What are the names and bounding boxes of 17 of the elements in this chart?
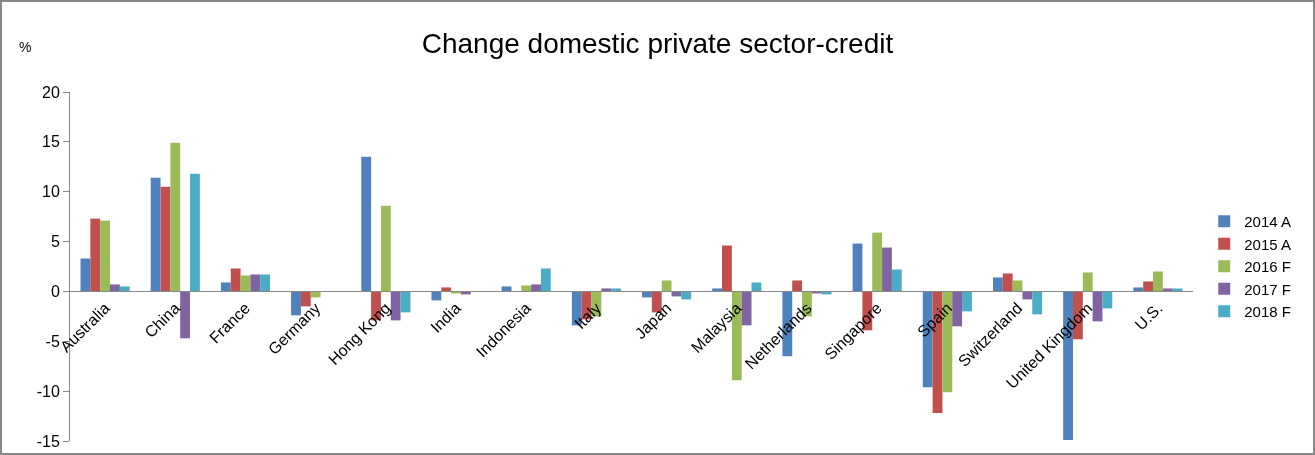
y-axis-title: %: [19, 39, 32, 55]
legend-label: 2018 F: [1244, 303, 1291, 321]
y-tick-label: -5: [45, 332, 60, 350]
y-tick-label: 15: [42, 133, 60, 151]
y-tick-label: -15: [36, 432, 60, 450]
chart-title: Change domestic private sector-credit: [421, 28, 894, 60]
y-tick-label: 0: [50, 283, 60, 301]
y-tick-label: 20: [42, 83, 60, 101]
x-tick-label: U.S.: [1131, 299, 1166, 334]
y-tick-label: 10: [42, 183, 60, 201]
legend-label: 2015 A: [1244, 235, 1291, 253]
x-tick-label: Italy: [571, 299, 605, 333]
legend-label: 2017 F: [1244, 280, 1291, 298]
y-tick-label: 5: [50, 233, 60, 251]
legend-label: 2014 A: [1244, 213, 1291, 231]
legend-label: 2016 F: [1244, 258, 1291, 276]
y-tick-label: -10: [36, 382, 60, 400]
